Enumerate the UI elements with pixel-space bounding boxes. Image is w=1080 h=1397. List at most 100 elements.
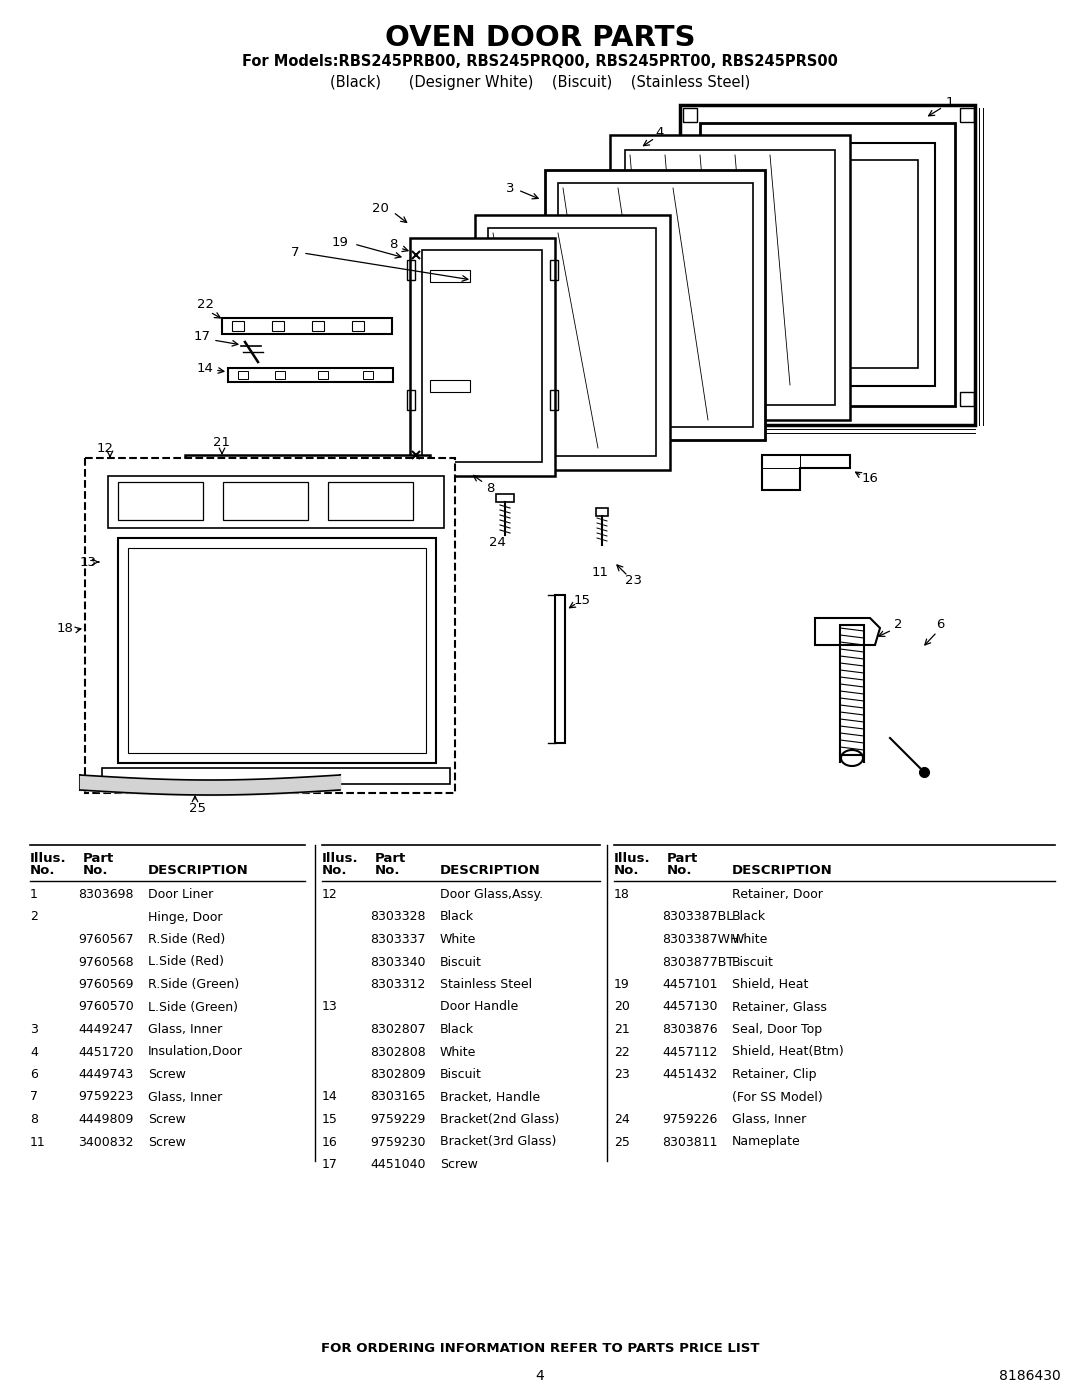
Text: 21: 21	[615, 1023, 630, 1037]
Text: Shield, Heat(Btm): Shield, Heat(Btm)	[732, 1045, 843, 1059]
Text: 9760568: 9760568	[78, 956, 134, 968]
Text: 1: 1	[946, 96, 955, 109]
Text: Glass, Inner: Glass, Inner	[148, 1023, 222, 1037]
Text: 12: 12	[96, 441, 113, 454]
Text: Hinge, Door: Hinge, Door	[148, 911, 222, 923]
Bar	[738, 161, 918, 367]
Bar	[108, 476, 444, 528]
Text: 1: 1	[30, 888, 38, 901]
Text: 4449247: 4449247	[78, 1023, 133, 1037]
Text: 8186430: 8186430	[999, 1369, 1061, 1383]
Bar	[312, 321, 324, 331]
Bar	[610, 136, 850, 420]
Text: 8303312: 8303312	[370, 978, 426, 990]
Text: Bracket(3rd Glass): Bracket(3rd Glass)	[440, 1136, 556, 1148]
Text: 6: 6	[935, 619, 944, 631]
Bar	[228, 367, 393, 381]
Bar	[720, 142, 935, 386]
Text: White: White	[440, 933, 476, 946]
Bar	[363, 372, 373, 379]
Bar	[222, 482, 308, 520]
Text: L.Side (Green): L.Side (Green)	[148, 1000, 238, 1013]
Bar	[680, 105, 975, 425]
Text: 8303876: 8303876	[662, 1023, 717, 1037]
Text: 17: 17	[193, 330, 211, 342]
Bar	[422, 250, 542, 462]
Text: DESCRIPTION: DESCRIPTION	[148, 865, 248, 877]
Text: 9759226: 9759226	[662, 1113, 717, 1126]
Text: 24: 24	[615, 1113, 630, 1126]
Bar	[488, 228, 656, 455]
Text: 3: 3	[505, 182, 514, 194]
Bar	[683, 393, 697, 407]
Text: For Models:RBS245PRB00, RBS245PRQ00, RBS245PRT00, RBS245PRS00: For Models:RBS245PRB00, RBS245PRQ00, RBS…	[242, 54, 838, 70]
Text: 8: 8	[486, 482, 495, 495]
Bar	[558, 183, 753, 427]
Text: 4449809: 4449809	[78, 1113, 133, 1126]
Text: Screw: Screw	[440, 1158, 477, 1171]
Bar	[352, 321, 364, 331]
Text: No.: No.	[375, 865, 401, 877]
Text: 23: 23	[625, 574, 643, 587]
Text: 2: 2	[894, 619, 902, 631]
Bar	[700, 123, 955, 407]
Text: 11: 11	[592, 567, 608, 580]
Bar	[185, 455, 430, 471]
Text: 4451040: 4451040	[370, 1158, 426, 1171]
Text: Illus.: Illus.	[322, 852, 359, 865]
Text: Retainer, Glass: Retainer, Glass	[732, 1000, 827, 1013]
Text: Insulation,Door: Insulation,Door	[148, 1045, 243, 1059]
Text: OVEN DOOR PARTS: OVEN DOOR PARTS	[384, 24, 696, 52]
Text: 19: 19	[332, 236, 349, 249]
Text: Retainer, Clip: Retainer, Clip	[732, 1067, 816, 1081]
Text: Door Handle: Door Handle	[440, 1000, 518, 1013]
Bar	[550, 390, 558, 409]
Text: Bracket, Handle: Bracket, Handle	[440, 1091, 540, 1104]
Text: R.Side (Green): R.Side (Green)	[148, 978, 240, 990]
Bar	[238, 372, 248, 379]
Text: No.: No.	[615, 865, 639, 877]
Text: No.: No.	[322, 865, 348, 877]
Text: 20: 20	[615, 1000, 630, 1013]
Text: 16: 16	[862, 472, 878, 485]
Text: 20: 20	[372, 201, 389, 215]
Text: 18: 18	[615, 888, 630, 901]
Text: L.Side (Red): L.Side (Red)	[148, 956, 224, 968]
Text: 14: 14	[197, 362, 214, 374]
Text: 13: 13	[322, 1000, 338, 1013]
Text: 4457101: 4457101	[662, 978, 717, 990]
Text: 15: 15	[573, 594, 591, 606]
Text: No.: No.	[83, 865, 108, 877]
Text: White: White	[440, 1045, 476, 1059]
Bar	[596, 509, 608, 515]
Text: Biscuit: Biscuit	[440, 956, 482, 968]
Text: R.Side (Red): R.Side (Red)	[148, 933, 226, 946]
Bar	[102, 469, 450, 788]
Text: Retainer, Door: Retainer, Door	[732, 888, 823, 901]
Text: Door Liner: Door Liner	[148, 888, 213, 901]
Text: 3: 3	[30, 1023, 38, 1037]
Text: 19: 19	[615, 978, 630, 990]
Text: Door Glass,Assy.: Door Glass,Assy.	[440, 888, 543, 901]
Text: (For SS Model): (For SS Model)	[732, 1091, 823, 1104]
Text: 4457130: 4457130	[662, 1000, 717, 1013]
Text: Stainless Steel: Stainless Steel	[440, 978, 532, 990]
Text: 8302807: 8302807	[370, 1023, 426, 1037]
Text: 8303811: 8303811	[662, 1136, 717, 1148]
Text: 8303337: 8303337	[370, 933, 426, 946]
Bar	[430, 380, 470, 393]
Text: Part: Part	[83, 852, 114, 865]
Text: 4451432: 4451432	[662, 1067, 717, 1081]
Bar	[85, 458, 455, 793]
Text: 4449743: 4449743	[78, 1067, 133, 1081]
Text: 9760567: 9760567	[78, 933, 134, 946]
Bar	[318, 372, 328, 379]
Text: DESCRIPTION: DESCRIPTION	[732, 865, 833, 877]
Text: 8302809: 8302809	[370, 1067, 426, 1081]
Bar	[232, 321, 244, 331]
Bar	[430, 270, 470, 282]
Bar	[407, 260, 415, 279]
Text: 4457112: 4457112	[662, 1045, 717, 1059]
Text: 14: 14	[322, 1091, 338, 1104]
Text: 8303698: 8303698	[78, 888, 134, 901]
